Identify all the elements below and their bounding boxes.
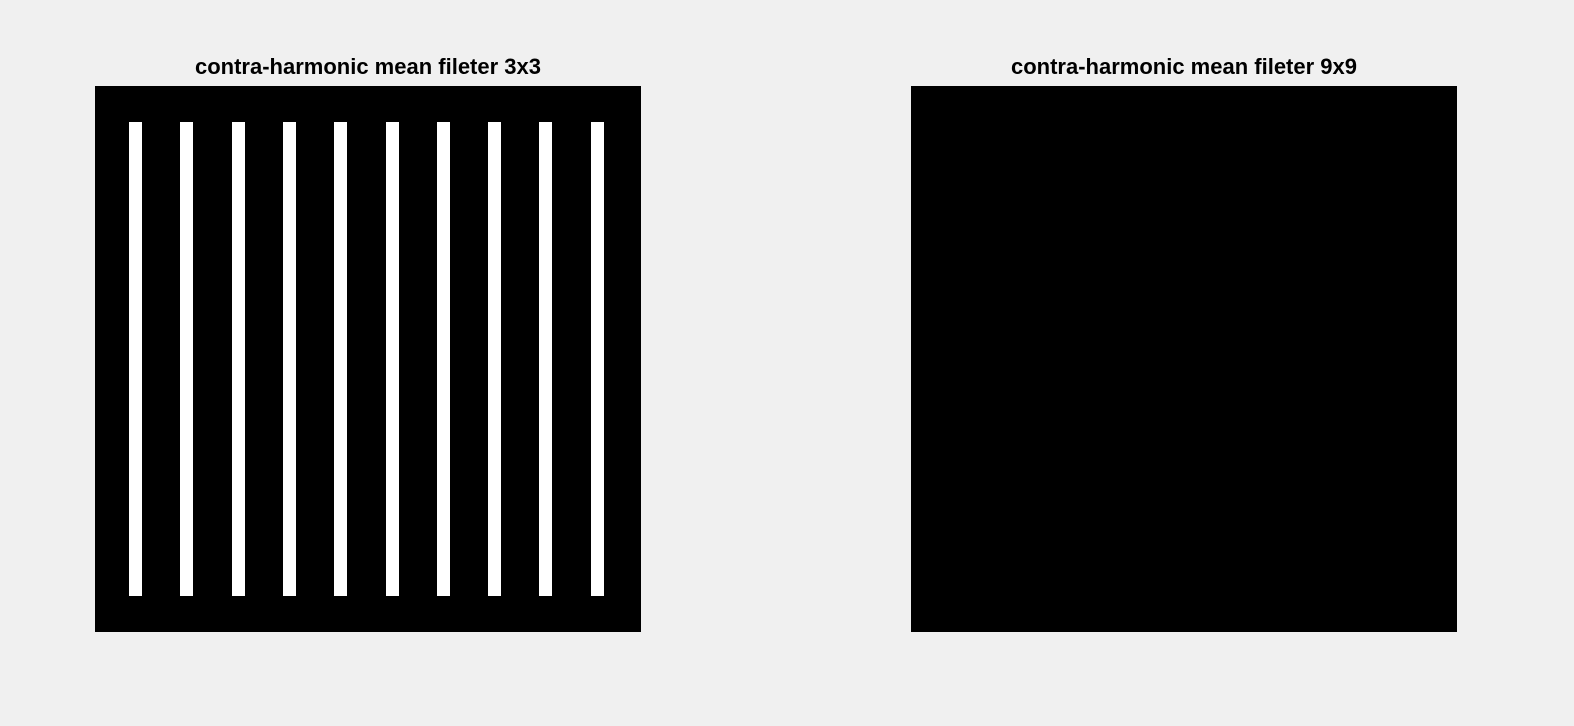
panel-title-3x3: contra-harmonic mean fileter 3x3	[194, 54, 541, 79]
filtered-image-9x9	[911, 86, 1457, 632]
white-bar	[180, 122, 193, 596]
filtered-image-3x3	[95, 86, 641, 632]
white-bar	[334, 122, 347, 596]
white-bar	[591, 122, 604, 596]
panel-title-9x9: contra-harmonic mean fileter 9x9	[1010, 54, 1357, 79]
white-bar	[232, 122, 245, 596]
white-bar	[437, 122, 450, 596]
white-bar	[129, 122, 142, 596]
white-bar	[488, 122, 501, 596]
white-bar	[283, 122, 296, 596]
white-bar	[386, 122, 399, 596]
white-bar	[539, 122, 552, 596]
